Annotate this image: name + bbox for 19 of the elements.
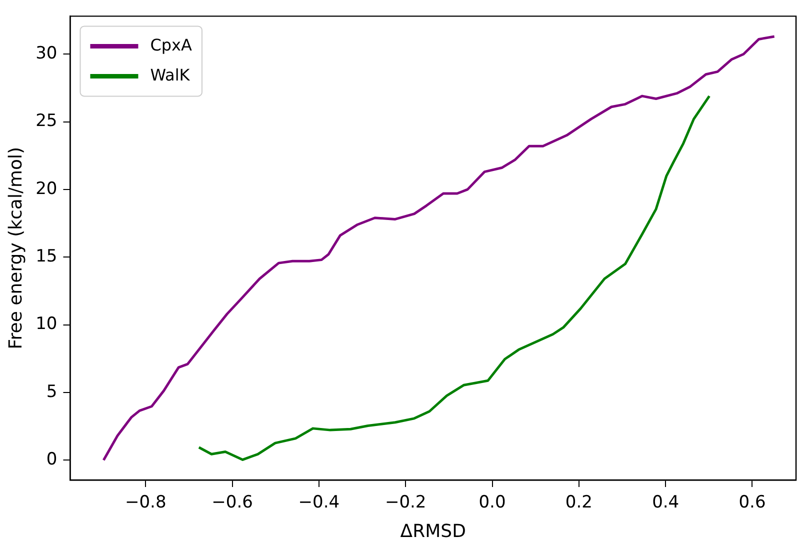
x-tick-label: −0.2 (384, 492, 426, 513)
x-tick-label: −0.8 (124, 492, 166, 513)
y-tick-label: 20 (36, 178, 58, 199)
y-tick-label: 0 (46, 450, 58, 470)
y-tick-label: 5 (46, 382, 58, 402)
x-tick-label: −0.4 (298, 492, 340, 513)
legend-label: CpxA (150, 35, 192, 54)
y-tick-label: 30 (36, 44, 58, 64)
y-axis-title: Free energy (kcal/mol) (5, 146, 26, 350)
y-tick-label: 10 (36, 314, 58, 334)
x-tick-label: 0.2 (565, 492, 592, 513)
x-axis-title: ΔRMSD (400, 520, 466, 542)
x-tick-label: 0.0 (478, 492, 506, 513)
x-tick-label: 0.4 (652, 492, 680, 513)
y-tick-label: 15 (36, 246, 58, 267)
x-tick-label: 0.6 (738, 492, 766, 513)
x-tick-label: −0.6 (212, 492, 253, 513)
legend-label: WalK (150, 65, 190, 84)
y-tick-label: 25 (36, 111, 58, 132)
